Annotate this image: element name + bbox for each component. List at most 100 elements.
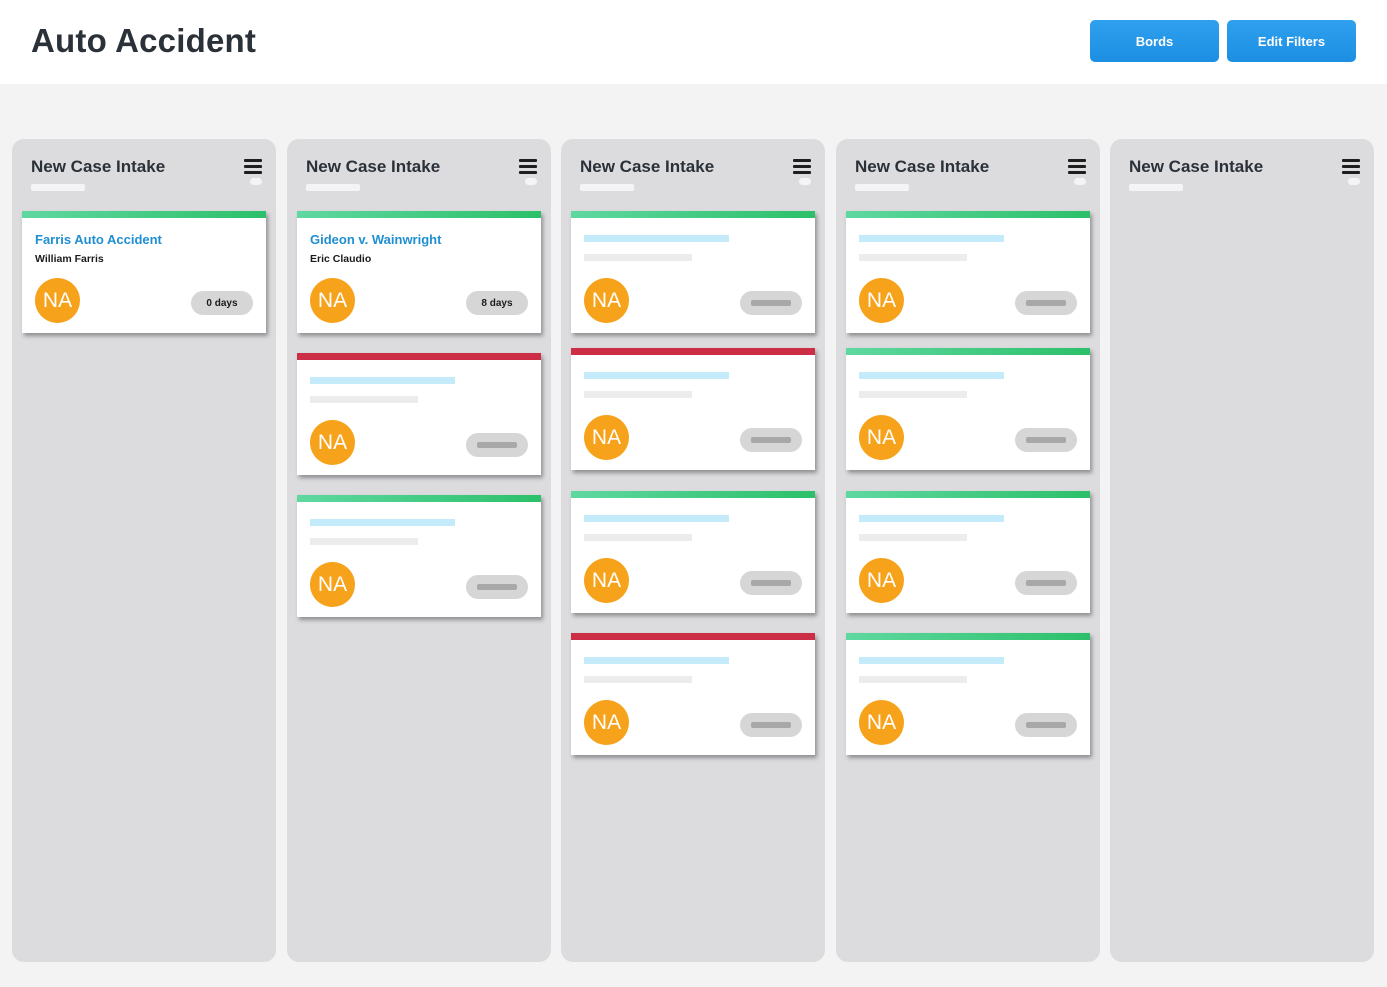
days-badge-placeholder (1015, 571, 1077, 595)
column-title: New Case Intake (855, 157, 990, 176)
days-badge-placeholder (466, 433, 528, 457)
days-badge: 0 days (191, 291, 253, 315)
avatar: NA (584, 558, 629, 603)
days-badge-placeholder (740, 713, 802, 737)
column-menu-icon[interactable] (793, 159, 811, 175)
column-menu-icon[interactable] (519, 159, 537, 175)
case-card[interactable]: NA (571, 348, 815, 470)
case-title-placeholder (310, 377, 455, 384)
case-person-placeholder (859, 534, 967, 541)
days-badge-placeholder (740, 428, 802, 452)
case-title-placeholder (584, 657, 729, 664)
card-status-bar (297, 353, 541, 360)
board-column: New Case Intake Gideon v. Wainwright Eric … (287, 139, 551, 962)
avatar: NA (584, 700, 629, 745)
column-menu-badge (525, 178, 537, 185)
days-badge-placeholder (740, 291, 802, 315)
days-badge-placeholder (1015, 713, 1077, 737)
header: Auto Accident Bords Edit Filters (0, 0, 1387, 84)
column-menu-icon[interactable] (1342, 159, 1360, 175)
case-title-placeholder (859, 235, 1004, 242)
case-person-placeholder (584, 254, 692, 261)
column-subtitle-placeholder (1129, 184, 1183, 191)
column-menu-badge (250, 178, 262, 185)
column-title: New Case Intake (1129, 157, 1264, 176)
case-person-placeholder (584, 534, 692, 541)
board-column: New Case Intake NA NA NA NA (836, 139, 1100, 962)
column-menu-icon[interactable] (244, 159, 262, 175)
avatar: NA (584, 415, 629, 460)
case-title-placeholder (584, 515, 729, 522)
card-status-bar (846, 211, 1090, 218)
column-title: New Case Intake (306, 157, 441, 176)
board-column: New Case Intake (1110, 139, 1374, 962)
case-card[interactable]: NA (571, 491, 815, 613)
case-person: William Farris (35, 253, 104, 265)
case-card[interactable]: NA (846, 491, 1090, 613)
case-title-placeholder (584, 235, 729, 242)
case-title-placeholder (584, 372, 729, 379)
board-column: New Case Intake NA NA NA NA (561, 139, 825, 962)
column-subtitle-placeholder (31, 184, 85, 191)
days-badge-placeholder (466, 575, 528, 599)
case-card[interactable]: NA (571, 211, 815, 333)
days-badge-placeholder (1015, 291, 1077, 315)
case-card[interactable]: NA (846, 348, 1090, 470)
case-person-placeholder (310, 538, 418, 545)
card-status-bar (22, 211, 266, 218)
avatar: NA (310, 278, 355, 323)
card-status-bar (571, 348, 815, 355)
card-status-bar (846, 491, 1090, 498)
avatar: NA (35, 278, 80, 323)
case-person-placeholder (584, 391, 692, 398)
avatar: NA (310, 562, 355, 607)
edit-filters-button[interactable]: Edit Filters (1227, 20, 1356, 62)
card-status-bar (846, 348, 1090, 355)
card-status-bar (297, 495, 541, 502)
case-person-placeholder (310, 396, 418, 403)
case-card[interactable]: NA (297, 495, 541, 617)
card-status-bar (297, 211, 541, 218)
card-status-bar (571, 491, 815, 498)
days-badge: 8 days (466, 291, 528, 315)
avatar: NA (859, 558, 904, 603)
avatar: NA (859, 700, 904, 745)
case-title[interactable]: Farris Auto Accident (35, 232, 162, 247)
page-title: Auto Accident (31, 22, 257, 59)
card-status-bar (571, 633, 815, 640)
column-menu-badge (1074, 178, 1086, 185)
case-title-placeholder (859, 515, 1004, 522)
column-subtitle-placeholder (580, 184, 634, 191)
column-title: New Case Intake (31, 157, 166, 176)
case-title-placeholder (859, 657, 1004, 664)
avatar: NA (859, 415, 904, 460)
case-card[interactable]: NA (846, 633, 1090, 755)
case-person-placeholder (859, 676, 967, 683)
avatar: NA (310, 420, 355, 465)
column-title: New Case Intake (580, 157, 715, 176)
boards-button[interactable]: Bords (1090, 20, 1219, 62)
case-title-placeholder (859, 372, 1004, 379)
avatar: NA (859, 278, 904, 323)
case-title[interactable]: Gideon v. Wainwright (310, 232, 442, 247)
board-column: New Case Intake Farris Auto Accident Willi… (12, 139, 276, 962)
case-person-placeholder (859, 391, 967, 398)
case-card[interactable]: NA (297, 353, 541, 475)
case-card[interactable]: NA (846, 211, 1090, 333)
days-badge-placeholder (740, 571, 802, 595)
card-status-bar (846, 633, 1090, 640)
case-person-placeholder (584, 676, 692, 683)
case-card[interactable]: Farris Auto Accident William Farris NA 0 da… (22, 211, 266, 333)
case-title-placeholder (310, 519, 455, 526)
column-menu-badge (1348, 178, 1360, 185)
card-status-bar (571, 211, 815, 218)
column-menu-icon[interactable] (1068, 159, 1086, 175)
case-card[interactable]: NA (571, 633, 815, 755)
column-subtitle-placeholder (306, 184, 360, 191)
column-subtitle-placeholder (855, 184, 909, 191)
days-badge-placeholder (1015, 428, 1077, 452)
column-menu-badge (799, 178, 811, 185)
case-person: Eric Claudio (310, 253, 372, 265)
avatar: NA (584, 278, 629, 323)
case-card[interactable]: Gideon v. Wainwright Eric Claudio NA 8 days (297, 211, 541, 333)
